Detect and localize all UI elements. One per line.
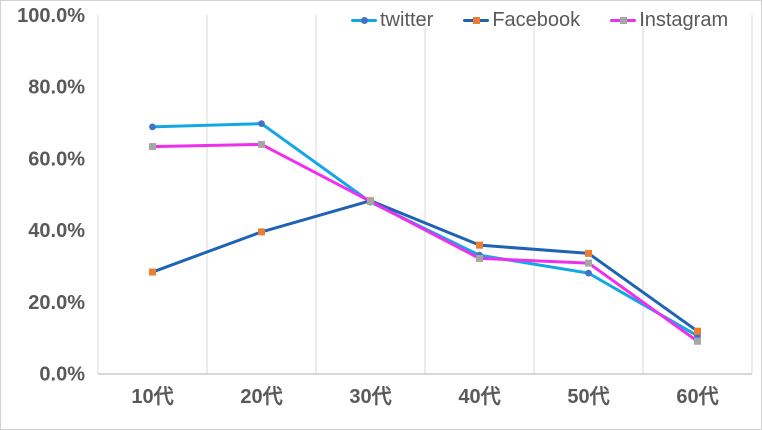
x-tick-label-60s: 60代	[676, 385, 718, 408]
legend-item-facebook: Facebook	[463, 6, 580, 34]
marker-instagram-4	[585, 259, 592, 267]
marker-twitter-4	[585, 269, 592, 277]
legend-label-facebook: Facebook	[492, 9, 581, 31]
series-line-instagram	[151, 142, 699, 343]
x-tick-label-20s: 20代	[240, 385, 282, 408]
marker-instagram-2	[367, 197, 374, 205]
instagram-line-marker-icon	[610, 6, 637, 34]
twitter-line-marker-icon	[351, 6, 377, 34]
legend-label-twitter: twitter	[380, 9, 434, 31]
marker-instagram-1	[258, 140, 265, 148]
x-tick-label-30s: 30代	[349, 385, 391, 408]
x-tick-label-10s: 10代	[131, 385, 173, 408]
marker-facebook-1	[258, 228, 265, 236]
marker-instagram-3	[476, 254, 483, 262]
marker-twitter-0	[149, 123, 156, 131]
y-tick-label-100.0%: 100.0%	[17, 5, 85, 27]
y-tick-label-0.0%: 0.0%	[39, 364, 85, 386]
series-line-facebook	[151, 199, 699, 333]
marker-facebook-5	[694, 327, 701, 335]
y-tick-label-40.0%: 40.0%	[28, 220, 85, 242]
chart-legend: twitter Facebook Instagram	[351, 6, 728, 34]
marker-instagram-0	[149, 143, 156, 151]
marker-facebook-3	[476, 241, 483, 249]
marker-twitter-1	[258, 120, 265, 128]
legend-label-instagram: Instagram	[639, 9, 729, 31]
x-tick-label-40s: 40代	[458, 385, 500, 408]
y-tick-label-60.0%: 60.0%	[28, 148, 85, 170]
legend-item-instagram: Instagram	[610, 6, 728, 34]
legend-item-twitter: twitter	[351, 6, 433, 34]
y-tick-label-80.0%: 80.0%	[28, 77, 85, 99]
marker-facebook-0	[149, 268, 156, 276]
x-tick-label-50s: 50代	[567, 385, 609, 408]
marker-instagram-5	[694, 337, 701, 345]
marker-facebook-4	[585, 249, 592, 257]
facebook-line-marker-icon	[463, 6, 490, 34]
y-tick-label-20.0%: 20.0%	[28, 292, 85, 314]
